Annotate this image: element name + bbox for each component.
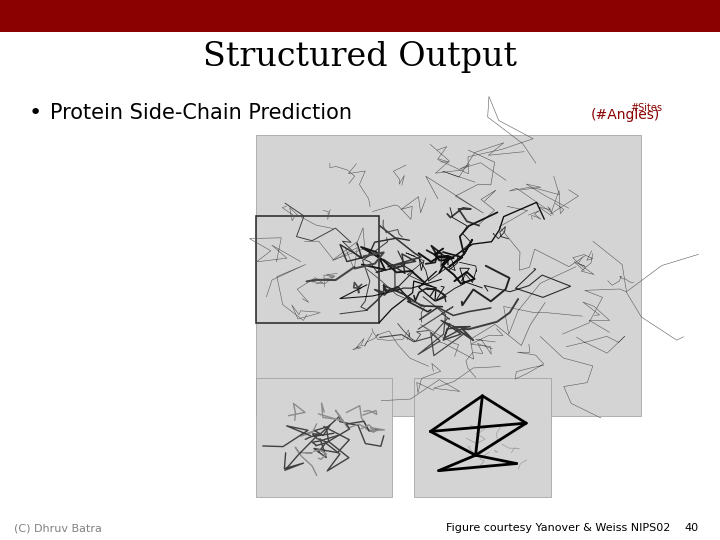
Text: (#Angles): (#Angles): [590, 108, 660, 122]
Text: Structured Output: Structured Output: [203, 40, 517, 73]
Bar: [256, 135, 641, 416]
Text: #Sites: #Sites: [630, 103, 662, 113]
Text: (C) Dhruv Batra: (C) Dhruv Batra: [14, 523, 102, 533]
Bar: [414, 378, 551, 497]
Text: Figure courtesy Yanover & Weiss NIPS02: Figure courtesy Yanover & Weiss NIPS02: [446, 523, 671, 533]
Text: Protein Side-Chain Prediction: Protein Side-Chain Prediction: [50, 103, 352, 124]
Text: 40: 40: [684, 523, 698, 533]
Bar: [256, 378, 392, 497]
Text: •: •: [29, 103, 42, 124]
Bar: [256, 217, 379, 323]
Bar: [0, 0, 720, 32]
